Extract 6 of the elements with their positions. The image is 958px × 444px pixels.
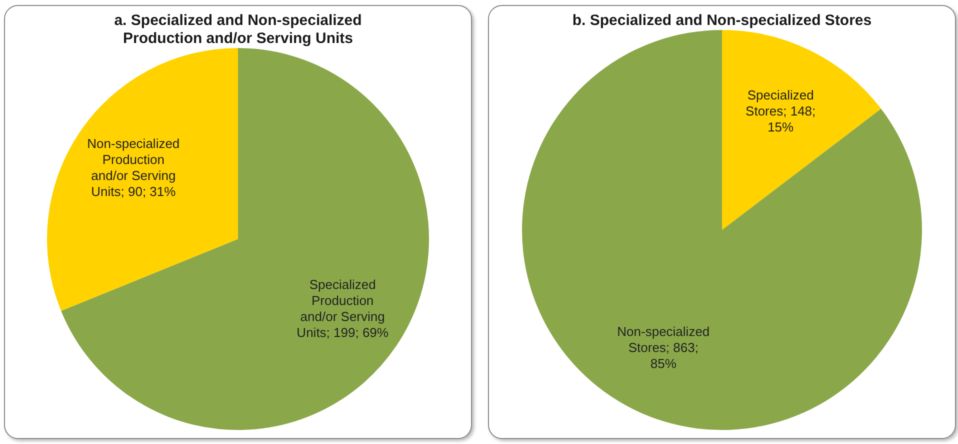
chart-title: b. Specialized and Non-specialized Stores [572, 12, 872, 30]
slice-label: Non-specialized Production and/or Serving Units; 90; 31% [87, 136, 180, 200]
slice-label: Non-specialized Stores; 863; 85% [617, 324, 710, 371]
slice-label: Specialized Stores; 148; 15% [746, 87, 816, 134]
slice-label: Specialized Production and/or Serving Units; 199; 69% [296, 276, 389, 340]
chart-title: a. Specialized and Non-specialized Production and/or Serving Units [114, 12, 362, 48]
